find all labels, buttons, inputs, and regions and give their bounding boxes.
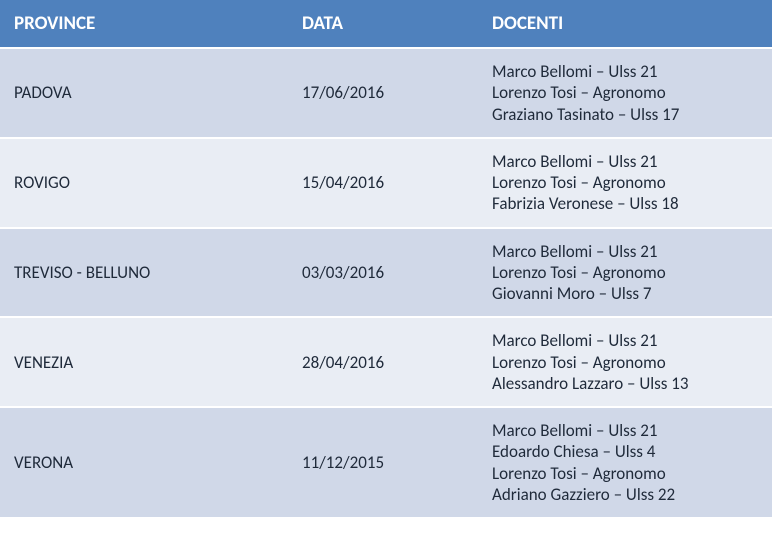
cell-province: ROVIGO bbox=[0, 138, 288, 228]
col-header-province: PROVINCE bbox=[0, 0, 288, 48]
docenti-line: Lorenzo Tosi – Agronomo bbox=[492, 463, 758, 484]
cell-docenti: Marco Bellomi – Ulss 21 Lorenzo Tosi – A… bbox=[478, 48, 772, 138]
cell-data: 11/12/2015 bbox=[288, 407, 478, 517]
docenti-line: Edoardo Chiesa – Ulss 4 bbox=[492, 441, 758, 462]
cell-docenti: Marco Bellomi – Ulss 21 Lorenzo Tosi – A… bbox=[478, 138, 772, 228]
cell-data: 28/04/2016 bbox=[288, 317, 478, 407]
cell-province: TREVISO - BELLUNO bbox=[0, 228, 288, 318]
docenti-line: Marco Bellomi – Ulss 21 bbox=[492, 151, 758, 172]
col-header-docenti: DOCENTI bbox=[478, 0, 772, 48]
cell-data: 15/04/2016 bbox=[288, 138, 478, 228]
docenti-line: Lorenzo Tosi – Agronomo bbox=[492, 82, 758, 103]
docenti-line: Lorenzo Tosi – Agronomo bbox=[492, 262, 758, 283]
cell-docenti: Marco Bellomi – Ulss 21 Edoardo Chiesa –… bbox=[478, 407, 772, 517]
docenti-line: Marco Bellomi – Ulss 21 bbox=[492, 330, 758, 351]
cell-docenti: Marco Bellomi – Ulss 21 Lorenzo Tosi – A… bbox=[478, 228, 772, 318]
docenti-line: Alessandro Lazzaro – Ulss 13 bbox=[492, 373, 758, 394]
docenti-line: Fabrizia Veronese – Ulss 18 bbox=[492, 193, 758, 214]
docenti-line: Graziano Tasinato – Ulss 17 bbox=[492, 104, 758, 125]
cell-data: 03/03/2016 bbox=[288, 228, 478, 318]
cell-province: VERONA bbox=[0, 407, 288, 517]
table-row: TREVISO - BELLUNO 03/03/2016 Marco Bello… bbox=[0, 228, 772, 318]
docenti-line: Adriano Gazziero – Ulss 22 bbox=[492, 484, 758, 505]
docenti-line: Lorenzo Tosi – Agronomo bbox=[492, 172, 758, 193]
docenti-line: Lorenzo Tosi – Agronomo bbox=[492, 352, 758, 373]
col-header-data: DATA bbox=[288, 0, 478, 48]
docenti-line: Marco Bellomi – Ulss 21 bbox=[492, 61, 758, 82]
table-row: PADOVA 17/06/2016 Marco Bellomi – Ulss 2… bbox=[0, 48, 772, 138]
table-body: PADOVA 17/06/2016 Marco Bellomi – Ulss 2… bbox=[0, 48, 772, 517]
table-row: ROVIGO 15/04/2016 Marco Bellomi – Ulss 2… bbox=[0, 138, 772, 228]
table-row: VERONA 11/12/2015 Marco Bellomi – Ulss 2… bbox=[0, 407, 772, 517]
table-header-row: PROVINCE DATA DOCENTI bbox=[0, 0, 772, 48]
cell-data: 17/06/2016 bbox=[288, 48, 478, 138]
docenti-line: Marco Bellomi – Ulss 21 bbox=[492, 241, 758, 262]
cell-province: VENEZIA bbox=[0, 317, 288, 407]
cell-docenti: Marco Bellomi – Ulss 21 Lorenzo Tosi – A… bbox=[478, 317, 772, 407]
data-table: PROVINCE DATA DOCENTI PADOVA 17/06/2016 … bbox=[0, 0, 772, 517]
docenti-line: Giovanni Moro – Ulss 7 bbox=[492, 283, 758, 304]
docenti-line: Marco Bellomi – Ulss 21 bbox=[492, 420, 758, 441]
cell-province: PADOVA bbox=[0, 48, 288, 138]
table-row: VENEZIA 28/04/2016 Marco Bellomi – Ulss … bbox=[0, 317, 772, 407]
table-container: PROVINCE DATA DOCENTI PADOVA 17/06/2016 … bbox=[0, 0, 772, 517]
